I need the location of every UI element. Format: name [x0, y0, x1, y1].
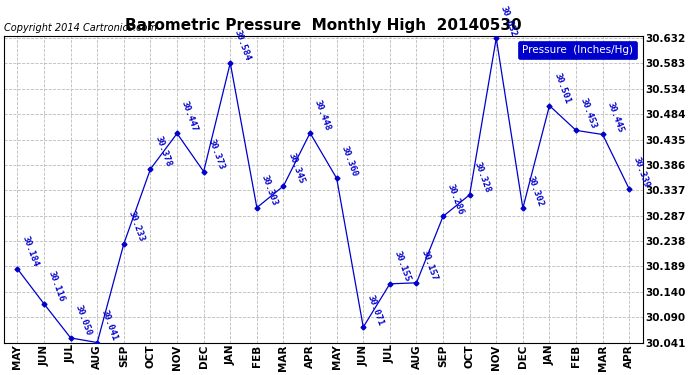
- Text: 30.632: 30.632: [499, 4, 518, 38]
- Text: 30.041: 30.041: [100, 309, 119, 342]
- Title: Barometric Pressure  Monthly High  20140530: Barometric Pressure Monthly High 2014053…: [125, 18, 522, 33]
- Text: 30.448: 30.448: [313, 99, 332, 132]
- Text: 30.233: 30.233: [126, 210, 146, 243]
- Text: 30.050: 30.050: [73, 304, 93, 338]
- Text: 30.071: 30.071: [366, 293, 386, 327]
- Text: Copyright 2014 Cartronics.com: Copyright 2014 Cartronics.com: [4, 22, 157, 33]
- Text: 30.447: 30.447: [179, 100, 199, 133]
- Text: 30.445: 30.445: [605, 100, 625, 134]
- Text: 30.345: 30.345: [286, 152, 306, 186]
- Legend: Pressure  (Inches/Hg): Pressure (Inches/Hg): [518, 41, 638, 59]
- Text: 30.303: 30.303: [259, 174, 279, 207]
- Text: 30.302: 30.302: [526, 174, 545, 208]
- Text: 30.155: 30.155: [393, 250, 412, 284]
- Text: 30.116: 30.116: [47, 270, 66, 303]
- Text: 30.373: 30.373: [206, 138, 226, 171]
- Text: 30.339: 30.339: [632, 155, 651, 189]
- Text: 30.184: 30.184: [20, 235, 39, 268]
- Text: 30.360: 30.360: [339, 144, 359, 178]
- Text: 30.286: 30.286: [446, 183, 465, 216]
- Text: 30.328: 30.328: [473, 161, 492, 194]
- Text: 30.453: 30.453: [579, 96, 598, 130]
- Text: 30.584: 30.584: [233, 29, 253, 62]
- Text: 30.157: 30.157: [419, 249, 439, 282]
- Text: 30.378: 30.378: [153, 135, 172, 168]
- Text: 30.501: 30.501: [552, 72, 571, 105]
